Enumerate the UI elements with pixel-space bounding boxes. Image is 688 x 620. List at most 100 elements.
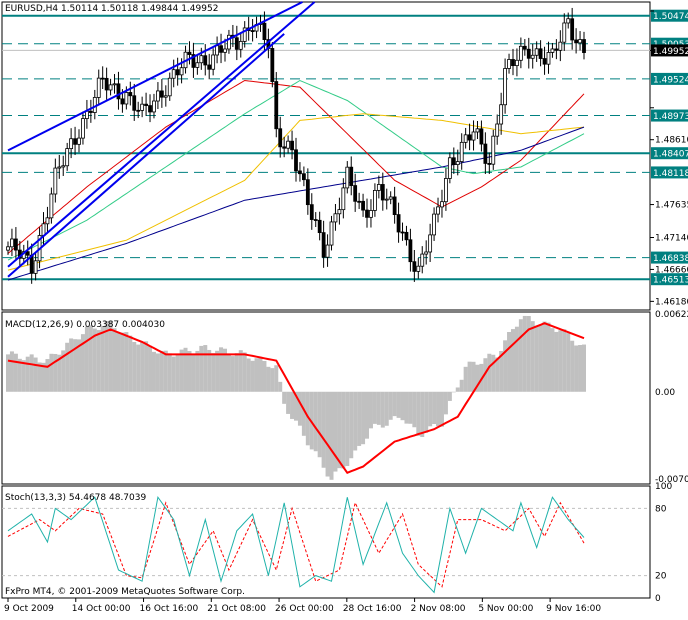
candle-body <box>325 244 330 258</box>
candle-body <box>491 135 496 165</box>
macd-bar <box>222 348 227 392</box>
macd-bar <box>92 328 97 392</box>
macd-bar <box>447 391 452 401</box>
macd-bar <box>491 354 496 392</box>
macd-bar <box>554 331 559 392</box>
candle-body <box>380 184 385 201</box>
candle-body <box>290 140 294 151</box>
candle-body <box>451 157 456 166</box>
candle-body <box>175 69 180 76</box>
macd-bar <box>80 334 85 392</box>
macd-bar <box>570 340 575 392</box>
level-price-tag <box>651 109 688 122</box>
macd-bar <box>84 326 89 392</box>
channel-lines[interactable] <box>7 1 316 278</box>
candle-body <box>88 110 93 113</box>
level-price-label: 1.48118 <box>653 169 688 179</box>
macd-bar <box>297 391 302 426</box>
candle-body <box>199 55 204 64</box>
macd-bar <box>290 391 295 419</box>
current-price-tag <box>651 44 688 57</box>
macd-bar <box>258 356 263 392</box>
candle-body <box>522 45 527 50</box>
candle-body <box>373 190 377 211</box>
candle-body <box>49 193 54 219</box>
candle-body <box>440 201 444 208</box>
macd-bar <box>278 381 283 392</box>
macd-bar <box>463 366 468 392</box>
candle-body <box>349 166 354 186</box>
macd-bar <box>128 335 133 392</box>
macd-bar <box>77 339 82 392</box>
candle-body <box>562 22 567 43</box>
candle-body <box>467 134 472 141</box>
moving-average-line <box>7 79 585 261</box>
candles <box>6 7 586 284</box>
candle-body <box>167 77 172 97</box>
stoch-tick-label: 0 <box>655 594 661 604</box>
macd-bar <box>471 361 476 392</box>
macd-bar <box>96 330 101 392</box>
macd-bar <box>566 333 571 392</box>
candle-body <box>286 140 291 149</box>
candle-body <box>479 128 484 145</box>
candle-body <box>294 149 298 172</box>
macd-bar <box>187 351 192 392</box>
candle-body <box>305 179 310 206</box>
candle-body <box>507 59 511 69</box>
macd-bar <box>353 391 358 451</box>
macd-bar <box>416 391 421 436</box>
price-tick-label: 1.46660 <box>655 265 688 275</box>
candle-body <box>116 83 121 100</box>
macd-bar <box>53 353 58 392</box>
candle-body <box>369 210 373 218</box>
macd-bar <box>120 332 125 392</box>
candle-body <box>384 198 389 201</box>
trendline[interactable] <box>7 33 285 278</box>
candle-body <box>33 260 38 274</box>
macd-bar <box>215 350 220 392</box>
candle-body <box>25 251 30 256</box>
level-price-tag <box>651 9 688 22</box>
candle-body <box>144 103 148 106</box>
macd-bar <box>357 391 362 446</box>
macd-bar <box>207 349 212 392</box>
candle-body <box>159 90 164 98</box>
macd-bar <box>321 391 326 468</box>
candle-body <box>313 219 318 221</box>
candle-body <box>337 209 342 215</box>
candle-body <box>550 48 555 53</box>
candle-body <box>459 141 464 162</box>
candle-body <box>104 77 109 91</box>
candle-body <box>234 37 239 50</box>
macd-bar <box>420 391 425 438</box>
macd-bar <box>250 360 255 392</box>
candle-body <box>242 27 247 42</box>
candle-body <box>227 34 231 50</box>
trendline[interactable] <box>7 1 316 268</box>
candle-body <box>301 173 306 181</box>
candle-body <box>219 45 223 53</box>
candle-body <box>10 238 14 248</box>
time-tick-label: 28 Oct 16:00 <box>343 604 402 614</box>
macd-bar <box>499 350 504 392</box>
macd-bar <box>104 320 109 392</box>
stoch-panel[interactable] <box>1 485 651 599</box>
candle-body <box>400 231 405 234</box>
candle-body <box>171 69 176 79</box>
trendline[interactable] <box>7 1 303 152</box>
macd-bar <box>88 325 93 392</box>
candle-body <box>392 196 397 216</box>
macd-bar <box>349 391 354 459</box>
candle-body <box>163 95 168 98</box>
macd-bar <box>301 391 306 436</box>
macd-bar <box>124 332 129 392</box>
stoch-series <box>2 495 650 594</box>
candle-body <box>353 185 358 202</box>
candle-body <box>424 251 429 255</box>
macd-bar <box>155 353 160 392</box>
